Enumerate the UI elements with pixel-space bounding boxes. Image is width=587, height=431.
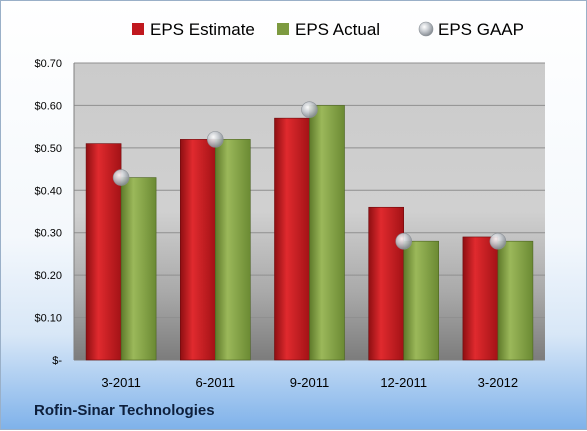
y-tick-label: $0.40 xyxy=(34,185,62,197)
marker-eps-gaap xyxy=(207,131,224,148)
y-tick-label: $0.60 xyxy=(34,100,62,112)
bar-eps-actual xyxy=(497,240,534,361)
marker-eps-gaap xyxy=(395,232,413,250)
y-tick-label: $0.30 xyxy=(34,228,62,240)
x-tick-label: 3-2012 xyxy=(478,375,518,390)
legend-label-eps-actual: EPS Actual xyxy=(295,20,380,39)
company-name: Rofin-Sinar Technologies xyxy=(34,402,215,419)
marker-eps-gaap xyxy=(301,101,318,118)
bar-eps-actual xyxy=(403,240,440,361)
y-tick-label: $0.20 xyxy=(34,270,62,282)
legend-label-eps-estimate: EPS Estimate xyxy=(150,20,255,39)
legend-swatch-eps-gaap xyxy=(418,21,434,37)
bar-eps-actual xyxy=(120,177,157,361)
y-tick-label: $- xyxy=(52,355,62,367)
x-axis: 3-2011 6-2011 9-2011 12-2011 3-2012 xyxy=(101,375,518,390)
bar-eps-estimate xyxy=(368,206,405,361)
y-tick-label: $0.70 xyxy=(34,58,62,70)
bar-eps-estimate xyxy=(180,139,216,361)
x-tick-label: 9-2011 xyxy=(290,375,330,390)
y-tick-label: $0.10 xyxy=(34,313,62,325)
gaap-markers xyxy=(112,101,507,250)
bar-eps-actual xyxy=(309,105,345,361)
bar-eps-actual xyxy=(215,139,251,361)
y-tick-label: $0.50 xyxy=(34,143,62,155)
bar-eps-estimate xyxy=(274,117,310,361)
marker-eps-gaap xyxy=(489,232,507,250)
x-tick-label: 12-2011 xyxy=(380,375,427,390)
bar-series xyxy=(85,105,534,361)
x-tick-label: 3-2011 xyxy=(101,375,141,390)
chart-legend: EPS Estimate EPS Actual EPS GAAP xyxy=(132,20,524,39)
marker-eps-gaap xyxy=(112,169,130,186)
bar-eps-estimate xyxy=(462,236,499,361)
legend-swatch-eps-actual xyxy=(277,23,289,35)
legend-swatch-eps-estimate xyxy=(132,23,144,35)
legend-label-eps-gaap: EPS GAAP xyxy=(438,20,524,39)
x-tick-label: 6-2011 xyxy=(196,375,236,390)
